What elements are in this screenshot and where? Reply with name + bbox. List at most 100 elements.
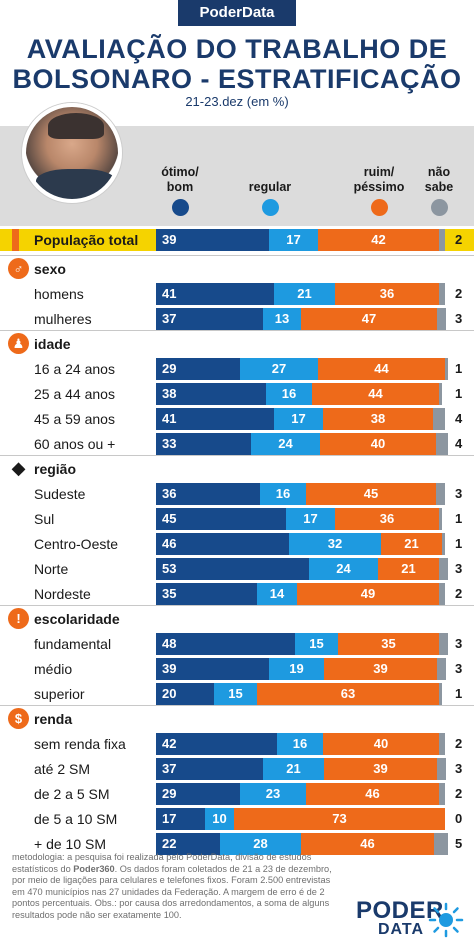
- section-divider: [0, 605, 474, 606]
- row-1-0-ns-value: 1: [455, 361, 463, 376]
- legend-regular: regular: [238, 180, 302, 216]
- row-label: homens: [34, 286, 84, 302]
- row-0-1-ns-value: 3: [455, 311, 463, 326]
- row-0-1-seg-regular: 13: [263, 308, 301, 330]
- row-3-0-seg-ns: [439, 633, 448, 655]
- row-0-0: homens 41 21 36 2: [0, 283, 474, 305]
- row-1-2: 45 a 59 anos 41 17 38 4: [0, 408, 474, 430]
- legend-ns-dot: [430, 199, 448, 216]
- row-4-4-seg-regular: 28: [220, 833, 301, 855]
- logo-line-2: DATA: [378, 921, 425, 938]
- row-4-2-ns-value: 2: [455, 786, 463, 801]
- row-4-0-seg-ns: [439, 733, 445, 755]
- row-4-1-ns-value: 3: [455, 761, 463, 776]
- row-2-4-seg-ns: [439, 583, 445, 605]
- section-divider: [0, 705, 474, 706]
- row-2-1-ns-value: 1: [455, 511, 463, 526]
- row-populacao-total: População total 39 17 42 2: [0, 229, 474, 251]
- row-3-1-bar: 39 19 39: [156, 658, 452, 680]
- row-1-3-seg-ns: [436, 433, 448, 455]
- row-2-2-ns-value: 1: [455, 536, 463, 551]
- row-0-1-bar: 37 13 47: [156, 308, 452, 330]
- row-1-1-seg-bad: 44: [312, 383, 439, 405]
- row-4-4-ns-value: 5: [455, 836, 463, 851]
- section-divider: [0, 330, 474, 331]
- row-2-2-bar: 46 32 21: [156, 533, 452, 555]
- row-label: Sul: [34, 511, 55, 527]
- section-3: ! escolaridade: [0, 608, 474, 630]
- section-label: região: [34, 461, 77, 477]
- row-label: 60 anos ou +: [34, 436, 116, 452]
- row-3-2-ns-value: 1: [455, 686, 463, 701]
- row-0-0-seg-bad: 36: [335, 283, 439, 305]
- row-2-4-bar: 35 14 49: [156, 583, 452, 605]
- total-bar: 39 17 42: [156, 229, 452, 251]
- row-1-3-seg-bad: 40: [320, 433, 436, 455]
- photo-hair: [48, 113, 104, 139]
- row-4-0-seg-good: 42: [156, 733, 277, 755]
- row-1-2-seg-regular: 17: [274, 408, 323, 430]
- row-2-3-seg-ns: [439, 558, 448, 580]
- row-4-3-seg-regular: 10: [205, 808, 234, 830]
- row-4-2-bar: 29 23 46: [156, 783, 452, 805]
- row-2-4-seg-good: 35: [156, 583, 257, 605]
- row-3-2-seg-regular: 15: [214, 683, 257, 705]
- row-4-4-seg-good: 22: [156, 833, 220, 855]
- row-label: de 2 a 5 SM: [34, 786, 110, 802]
- section-label: sexo: [34, 261, 66, 277]
- chart-subtitle: 21-23.dez (em %): [185, 94, 289, 109]
- row-1-2-seg-good: 41: [156, 408, 274, 430]
- row-2-4-ns-value: 2: [455, 586, 463, 601]
- row-2-3-ns-value: 3: [455, 561, 463, 576]
- row-4-1-bar: 37 21 39: [156, 758, 452, 780]
- row-label: + de 10 SM: [34, 836, 106, 852]
- row-2-3-seg-bad: 21: [378, 558, 439, 580]
- row-3-1-seg-regular: 19: [269, 658, 324, 680]
- section-0: ♂ sexo: [0, 258, 474, 280]
- legend-good-dot: [171, 199, 189, 216]
- row-2-0-seg-good: 36: [156, 483, 260, 505]
- row-4-4: + de 10 SM 22 28 46 5: [0, 833, 474, 855]
- row-1-0-seg-regular: 27: [240, 358, 318, 380]
- row-2-2-seg-good: 46: [156, 533, 289, 555]
- photo-suit: [36, 169, 116, 199]
- row-4-0-ns-value: 2: [455, 736, 463, 751]
- row-4-4-seg-ns: [434, 833, 448, 855]
- row-0-0-bar: 41 21 36: [156, 283, 452, 305]
- section-1: ♟ idade: [0, 333, 474, 355]
- row-3-1-seg-ns: [437, 658, 446, 680]
- total-seg-bad: 42: [318, 229, 439, 251]
- row-3-0: fundamental 48 15 35 3: [0, 633, 474, 655]
- row-4-1-seg-regular: 21: [263, 758, 324, 780]
- legend-bad-dot: [370, 199, 388, 216]
- legend-bad: ruim/ péssimo: [347, 165, 411, 216]
- section-2: ◆ região: [0, 458, 474, 480]
- row-label: Norte: [34, 561, 69, 577]
- chart-title: AVALIAÇÃO DO TRABALHO DE BOLSONARO - EST…: [0, 34, 474, 94]
- row-label: superior: [34, 686, 85, 702]
- brazil-map-icon: ◆: [11, 458, 26, 478]
- legend-good-line-2: bom: [166, 180, 194, 194]
- row-1-1-ns-value: 1: [455, 386, 463, 401]
- row-1-1-seg-ns: [439, 383, 442, 405]
- row-label: Sudeste: [34, 486, 86, 502]
- row-2-0-seg-ns: [436, 483, 445, 505]
- row-4-1-seg-good: 37: [156, 758, 263, 780]
- row-3-2-seg-good: 20: [156, 683, 214, 705]
- row-2-3-bar: 53 24 21: [156, 558, 452, 580]
- row-2-1-seg-bad: 36: [335, 508, 439, 530]
- row-1-3-seg-regular: 24: [251, 433, 320, 455]
- row-2-0-seg-bad: 45: [306, 483, 436, 505]
- section-label: escolaridade: [34, 611, 120, 627]
- row-label: fundamental: [34, 636, 112, 652]
- section-label: idade: [34, 336, 71, 352]
- row-2-4-seg-bad: 49: [297, 583, 439, 605]
- row-3-2-bar: 20 15 63: [156, 683, 452, 705]
- section-4: $ renda: [0, 708, 474, 730]
- row-2-3-seg-regular: 24: [309, 558, 378, 580]
- row-0-0-seg-regular: 21: [274, 283, 335, 305]
- gender-icon: ♂: [8, 258, 29, 279]
- row-2-0-bar: 36 16 45: [156, 483, 452, 505]
- row-1-3-seg-good: 33: [156, 433, 251, 455]
- row-3-0-seg-regular: 15: [295, 633, 338, 655]
